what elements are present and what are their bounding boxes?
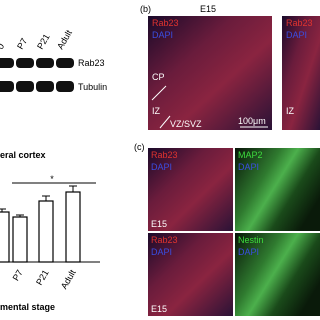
- blot-band: [0, 81, 14, 92]
- stain-label: Rab23: [286, 18, 313, 28]
- blot-band: [56, 81, 74, 92]
- bar: [12, 216, 28, 263]
- stain-label: Rab23: [152, 18, 179, 28]
- stain-label: Nestin: [238, 235, 264, 245]
- significance-mark: *: [50, 174, 54, 184]
- micrograph: [148, 233, 233, 316]
- stain-label: Rab23: [151, 235, 178, 245]
- micrograph: [282, 16, 320, 130]
- blot-band: [16, 81, 34, 92]
- x-tick-label: Adult: [59, 268, 78, 291]
- error-bar: [42, 195, 50, 201]
- stain-label: E15: [151, 304, 167, 314]
- blot-band: [56, 58, 74, 68]
- micrograph: [235, 148, 320, 231]
- x-axis-label: mental stage: [0, 302, 55, 312]
- region-line: [159, 115, 171, 129]
- panel-label: (b): [140, 4, 151, 14]
- micrograph: [148, 148, 233, 231]
- chart-title: eral cortex: [0, 150, 46, 160]
- scale-label: 100μm: [238, 116, 266, 126]
- stain-label: Rab23: [151, 150, 178, 160]
- stain-label: DAPI: [151, 162, 172, 172]
- panel-label: (c): [134, 142, 145, 152]
- stain-label: DAPI: [238, 162, 259, 172]
- region-label: VZ/SVZ: [170, 119, 202, 129]
- x-tick-label: P7: [11, 268, 25, 283]
- x-tick-label: P21: [34, 268, 51, 287]
- bar: [65, 191, 81, 263]
- lane-label: P7: [15, 36, 29, 51]
- lane-label: Adult: [55, 28, 74, 51]
- region-label: IZ: [286, 106, 295, 116]
- stain-label: E15: [151, 219, 167, 229]
- micrograph: [148, 16, 272, 130]
- blot-band: [36, 58, 54, 68]
- stain-label: DAPI: [151, 247, 172, 257]
- lane-label: P21: [35, 32, 52, 51]
- error-bar: [16, 214, 24, 217]
- blot-label: Rab23: [78, 58, 105, 68]
- panel-title: E15: [200, 4, 216, 14]
- error-bar: [69, 185, 77, 192]
- region-line: [151, 85, 167, 101]
- blot-label: Tubulin: [78, 82, 107, 92]
- blot-band: [16, 58, 34, 68]
- bar: [0, 211, 10, 263]
- blot-band: [36, 81, 54, 92]
- bar: [38, 200, 54, 263]
- region-label: CP: [152, 72, 165, 82]
- stain-label: MAP2: [238, 150, 263, 160]
- error-bar: [0, 208, 6, 212]
- region-label: IZ: [152, 106, 161, 116]
- lane-label: 0: [0, 42, 6, 51]
- micrograph: [235, 233, 320, 316]
- stain-label: DAPI: [238, 247, 259, 257]
- blot-band: [0, 58, 14, 68]
- stain-label: DAPI: [286, 30, 307, 40]
- stain-label: DAPI: [152, 30, 173, 40]
